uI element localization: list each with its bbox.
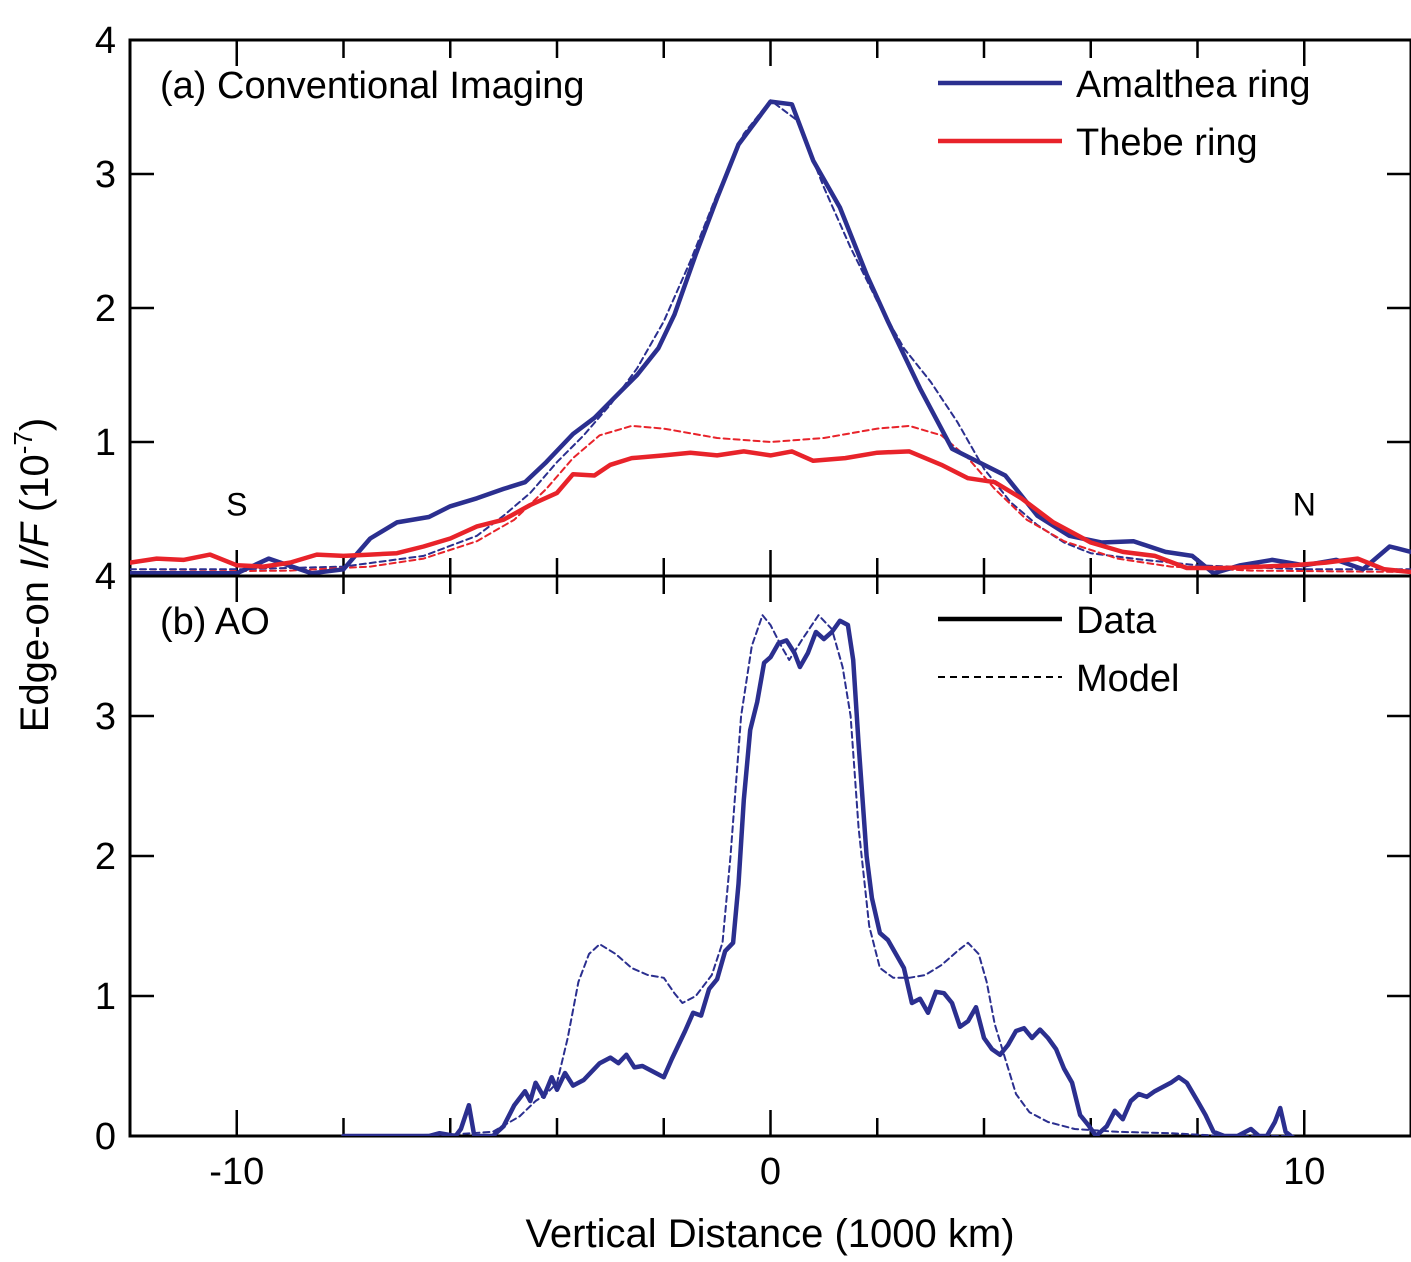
y-tick-label: 1 bbox=[95, 422, 116, 464]
legend-label: Amalthea ring bbox=[1076, 64, 1310, 106]
series-amalthea-ring-model-panel-a bbox=[130, 99, 1411, 571]
y-tick-label: 1 bbox=[95, 976, 116, 1018]
series-amalthea-ring-model-panel-b bbox=[342, 614, 1295, 1136]
y-tick-label: 4 bbox=[95, 556, 116, 598]
y-axis-title-exponent: -7 bbox=[8, 431, 38, 454]
x-tick-label: 10 bbox=[1283, 1151, 1325, 1193]
direction-label-s: S bbox=[226, 487, 247, 523]
panel-a: 1 2 3 4 (a) Conventional Imaging S N Amalthea r… bbox=[95, 20, 1411, 578]
y-tick-label: 4 bbox=[95, 20, 116, 62]
series-thebe-ring-model-panel-a bbox=[130, 424, 1411, 573]
legend-label: Data bbox=[1076, 600, 1157, 642]
panel-b-label: (b) AO bbox=[160, 601, 270, 643]
series-thebe-ring-panel-a bbox=[130, 449, 1411, 575]
x-tick-label: 0 bbox=[760, 1151, 781, 1193]
panel-a-label: (a) Conventional Imaging bbox=[160, 65, 585, 107]
legend-label: Thebe ring bbox=[1076, 122, 1258, 164]
x-axis-tick-labels: -10 0 10 bbox=[209, 1151, 1325, 1193]
series-amalthea-ring-panel-a bbox=[130, 99, 1411, 576]
direction-label-n: N bbox=[1293, 487, 1316, 523]
y-axis-title-unit: (10 bbox=[13, 454, 57, 523]
y-axis-title: Edge-on I/F (10-7) bbox=[8, 418, 57, 732]
y-tick-label: 0 bbox=[95, 1116, 116, 1158]
y-tick-label: 3 bbox=[95, 696, 116, 738]
y-axis-title-close: ) bbox=[13, 418, 57, 431]
y-axis-title-quantity: I/F bbox=[13, 521, 57, 570]
y-tick-label: 2 bbox=[95, 288, 116, 330]
panel-b: 0 1 2 3 4 (b) AO Data Model bbox=[95, 556, 1411, 1158]
panel-a-frame bbox=[128, 38, 1411, 578]
x-axis-title: Vertical Distance (1000 km) bbox=[525, 1212, 1014, 1256]
y-tick-label: 3 bbox=[95, 154, 116, 196]
y-tick-label: 2 bbox=[95, 836, 116, 878]
y-axis-title-prefix: Edge-on bbox=[13, 570, 57, 732]
series-amalthea-ring-panel-b bbox=[341, 618, 1294, 1136]
legend-label: Model bbox=[1076, 658, 1180, 700]
x-tick-label: -10 bbox=[209, 1151, 264, 1193]
